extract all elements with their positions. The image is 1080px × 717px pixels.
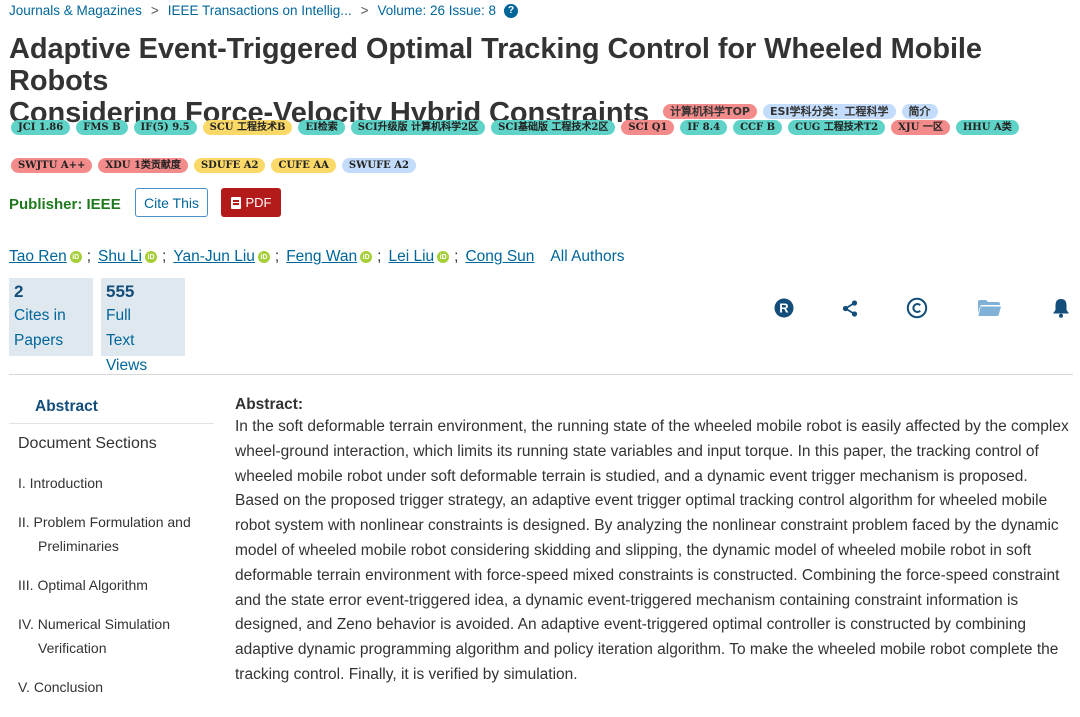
breadcrumb-journal-name[interactable]: IEEE Transactions on Intellig... xyxy=(167,3,352,18)
breadcrumb-separator: > xyxy=(360,3,369,18)
document-sections-sidebar: Abstract Document Sections I. Introducti… xyxy=(9,390,214,699)
breadcrumb-volume[interactable]: Volume: 26 Issue: 8 xyxy=(377,3,497,18)
pdf-icon xyxy=(230,196,241,209)
views-metric[interactable]: 555 Full Text Views xyxy=(101,278,185,374)
author-separator: ; xyxy=(454,248,459,265)
bell-icon[interactable] xyxy=(1050,296,1072,320)
author-list: Tao Ren iD; Shu Li iD; Yan-Jun Liu iD; Feng… xyxy=(9,248,625,266)
badge-sci-q1: SCI Q1 xyxy=(621,120,675,135)
abstract-section: Abstract: In the soft deformable terrain… xyxy=(235,395,1070,688)
author-link[interactable]: Shu Li xyxy=(98,248,142,265)
sidebar-item-label: V. Conclusion xyxy=(18,679,104,695)
badge-if5: IF(5) 9.5 xyxy=(133,120,197,135)
sidebar-item-label: Preliminaries xyxy=(38,538,119,554)
author-separator: ; xyxy=(377,248,382,265)
views-label: Views xyxy=(106,357,148,374)
orcid-icon[interactable]: iD xyxy=(69,251,82,263)
badge-cug: CUG 工程技术T2 xyxy=(788,120,886,135)
author-separator: ; xyxy=(274,248,280,265)
help-icon[interactable]: ? xyxy=(504,3,519,18)
cites-label: Papers xyxy=(14,332,64,349)
badge-scu: SCU 工程技术B xyxy=(202,120,293,135)
author-link[interactable]: Cong Sun xyxy=(465,248,535,265)
author-link[interactable]: Lei Liu xyxy=(388,248,435,265)
breadcrumb-separator: > xyxy=(150,3,159,18)
sidebar-item-introduction[interactable]: I. Introduction xyxy=(9,471,214,495)
rights-icon[interactable]: R xyxy=(773,296,795,320)
author-separator: ; xyxy=(86,248,92,265)
svg-text:R: R xyxy=(779,301,789,316)
views-label: Full xyxy=(106,307,131,324)
article-toolbar: R xyxy=(0,296,1080,322)
author-link[interactable]: Feng Wan xyxy=(286,248,358,265)
sidebar-item-label: I. Introduction xyxy=(18,475,103,491)
sidebar-item-problem-formulation[interactable]: II. Problem Formulation and Preliminarie… xyxy=(9,510,214,558)
abstract-heading: Abstract: xyxy=(235,396,304,413)
document-sections-heading[interactable]: Document Sections xyxy=(18,435,157,452)
badge-cufe: CUFE AA xyxy=(271,158,336,173)
journal-rank-badges-2: SWJTU A++ XDU 1类贡献度 SDUFE A2 CUFE AA SWU… xyxy=(11,158,1071,173)
views-label: Text xyxy=(106,332,135,349)
badge-swufe: SWUFE A2 xyxy=(341,158,416,173)
folder-icon[interactable] xyxy=(976,296,1002,320)
badge-jci: JCI 1.86 xyxy=(11,120,71,135)
sidebar-item-optimal-algorithm[interactable]: III. Optimal Algorithm xyxy=(9,573,214,597)
abstract-text: In the soft deformable terrain environme… xyxy=(235,418,1069,683)
sidebar-item-label: IV. Numerical Simulation xyxy=(18,616,170,632)
sidebar-item-conclusion[interactable]: V. Conclusion xyxy=(9,675,214,699)
share-icon[interactable] xyxy=(840,296,860,320)
divider xyxy=(9,374,1073,375)
badge-sci-basic: SCI基础版 工程技术2区 xyxy=(491,120,616,135)
badge-fms: FMS B xyxy=(76,120,128,135)
cites-count: 2 xyxy=(14,282,24,301)
page-title: Adaptive Event-Triggered Optimal Trackin… xyxy=(9,33,1077,129)
badge-if: IF 8.4 xyxy=(680,120,728,135)
orcid-icon[interactable]: iD xyxy=(257,251,270,263)
views-count: 555 xyxy=(106,282,135,301)
journal-rank-badges: JCI 1.86 FMS B IF(5) 9.5 SCU 工程技术B EI检索 … xyxy=(11,120,1071,135)
orcid-icon[interactable]: iD xyxy=(145,251,157,263)
tag-esi[interactable]: ESI学科分类：工程科学 xyxy=(762,103,896,119)
badge-sdufe: SDUFE A2 xyxy=(193,158,266,173)
sidebar-item-numerical-simulation[interactable]: IV. Numerical Simulation Verification xyxy=(9,612,214,660)
badge-hhu: HHU A类 xyxy=(955,120,1019,135)
breadcrumb: Journals & Magazines > IEEE Transactions… xyxy=(9,3,519,18)
cites-metric[interactable]: 2 Cites in Papers xyxy=(9,278,93,356)
breadcrumb-journals[interactable]: Journals & Magazines xyxy=(9,3,142,18)
author-link[interactable]: Tao Ren xyxy=(9,248,67,265)
author-link[interactable]: Yan-Jun Liu xyxy=(173,248,255,265)
badge-ccf: CCF B xyxy=(733,120,783,135)
orcid-icon[interactable]: iD xyxy=(437,251,450,263)
badge-xju: XJU 一区 xyxy=(891,120,950,135)
copyright-icon[interactable] xyxy=(905,296,929,320)
sidebar-item-label: II. Problem Formulation and xyxy=(18,514,191,530)
orcid-icon[interactable]: iD xyxy=(360,251,373,263)
cites-label: Cites in xyxy=(14,307,66,324)
author-separator: ; xyxy=(162,248,167,265)
pdf-button[interactable]: PDF xyxy=(221,188,281,217)
tag-cs-top[interactable]: 计算机科学TOP xyxy=(663,103,757,119)
sidebar-item-label: III. Optimal Algorithm xyxy=(18,577,148,593)
title-line-1: Adaptive Event-Triggered Optimal Trackin… xyxy=(9,33,982,97)
badge-sci-upgrade: SCI升级版 计算机科学2区 xyxy=(350,120,486,135)
badge-ei: EI检索 xyxy=(298,120,345,135)
sidebar-item-label: Verification xyxy=(38,640,107,656)
pdf-button-label: PDF xyxy=(245,195,272,210)
sidebar-item-abstract[interactable]: Abstract xyxy=(9,390,214,424)
badge-swjtu: SWJTU A++ xyxy=(11,158,93,173)
tag-intro[interactable]: 简介 xyxy=(901,103,938,119)
publisher-label: Publisher: IEEE xyxy=(9,196,121,213)
all-authors-link[interactable]: All Authors xyxy=(550,248,625,265)
badge-xdu: XDU 1类贡献度 xyxy=(98,158,188,173)
cite-this-button[interactable]: Cite This xyxy=(135,188,208,217)
